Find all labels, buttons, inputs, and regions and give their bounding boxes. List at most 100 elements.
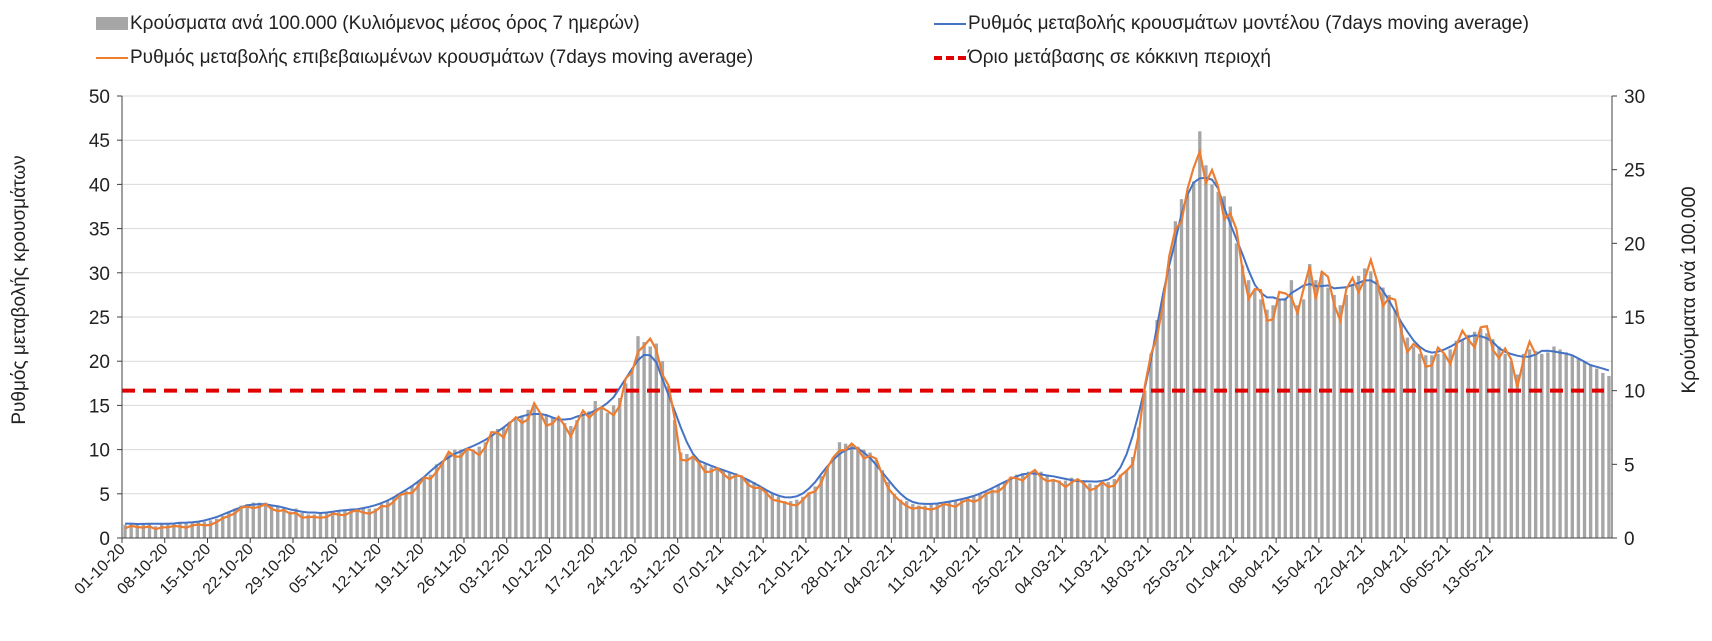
bar: [1356, 275, 1361, 538]
legend-swatch-threshold: [934, 55, 966, 60]
y-tick-label-right: 10: [1624, 382, 1645, 403]
bar: [892, 493, 897, 538]
bar: [1130, 456, 1135, 538]
bar: [703, 464, 707, 538]
bar: [1222, 196, 1226, 539]
bar: [666, 386, 671, 538]
bar: [1424, 355, 1428, 538]
bar: [1515, 374, 1520, 538]
bar: [404, 490, 408, 538]
bar: [1075, 479, 1080, 538]
bar: [862, 449, 866, 538]
y-tick-label-right: 15: [1624, 308, 1645, 329]
bar: [239, 505, 243, 538]
bar-series-cases-per-100k: [123, 131, 1611, 539]
y-axis-left-ticks: 0 5 10 15 20 25 30 35 40 45 50: [89, 87, 122, 550]
bar: [1228, 206, 1233, 538]
bar: [495, 428, 500, 538]
bar: [782, 501, 787, 538]
bar: [337, 511, 341, 538]
bar: [160, 523, 164, 538]
bar: [428, 474, 433, 538]
bar: [532, 405, 536, 538]
bar: [752, 482, 756, 538]
legend-item-bars: Κρούσματα ανά 100.000 (Κυλιόμενος μέσος …: [96, 13, 640, 35]
bar: [1546, 352, 1550, 538]
bar: [654, 343, 659, 538]
bar: [459, 449, 463, 538]
bar: [1576, 358, 1581, 538]
bar: [1533, 350, 1538, 538]
bar: [1399, 324, 1404, 538]
bar: [1326, 287, 1330, 538]
y-tick-label-left: 5: [99, 485, 110, 506]
bar: [996, 484, 1000, 538]
bar: [153, 526, 158, 538]
bar: [300, 512, 304, 538]
bar: [1527, 349, 1532, 538]
bar: [257, 502, 262, 538]
bar: [1100, 482, 1104, 538]
bar: [123, 524, 127, 538]
y-axis-left-title: Ρυθμός μεταβολής κρουσμάτων: [9, 155, 30, 425]
bar: [1332, 294, 1336, 538]
bar: [966, 498, 970, 538]
bar: [679, 452, 683, 538]
bar: [868, 452, 872, 538]
bar: [636, 336, 640, 538]
bar: [1314, 280, 1318, 538]
bar: [1295, 305, 1300, 538]
bar: [556, 420, 561, 538]
bar: [1137, 427, 1141, 538]
bar: [1185, 194, 1190, 539]
bar: [660, 361, 665, 538]
bar: [1601, 372, 1605, 538]
y-tick-label-right: 0: [1624, 529, 1635, 550]
bar: [1387, 294, 1391, 538]
bar: [1411, 346, 1416, 538]
bar: [990, 489, 994, 538]
bar: [807, 492, 811, 538]
bar: [758, 486, 762, 538]
bar: [367, 508, 371, 538]
bar: [276, 505, 280, 538]
bar: [1436, 353, 1440, 538]
bar: [263, 502, 268, 538]
bar: [282, 507, 286, 538]
bar: [129, 523, 133, 538]
bar: [355, 508, 359, 538]
bar: [214, 518, 219, 538]
bar: [190, 521, 194, 538]
bar: [697, 461, 701, 538]
bar: [1350, 284, 1355, 538]
legend-swatch-bars: [96, 17, 128, 31]
bar: [1582, 361, 1587, 538]
bar: [1509, 361, 1513, 538]
bar: [1002, 482, 1007, 538]
bar: [1503, 353, 1507, 538]
bar: [1338, 305, 1342, 538]
bar: [508, 421, 512, 538]
bar: [434, 464, 439, 538]
y-tick-label-left: 25: [89, 308, 110, 329]
bar: [569, 426, 573, 538]
bar: [831, 456, 836, 538]
bar: [947, 501, 952, 538]
bar: [1246, 280, 1251, 538]
bar: [1442, 353, 1446, 538]
bar: [1375, 280, 1379, 538]
bar: [1369, 271, 1373, 538]
bar: [776, 496, 781, 538]
bar: [972, 496, 976, 538]
bar: [599, 408, 604, 538]
legend-item-observed: Ρυθμός μεταβολής επιβεβαιωμένων κρουσμάτ…: [96, 47, 753, 69]
bar: [874, 459, 878, 538]
bar: [471, 449, 475, 538]
legend-label-threshold: Όριο μετάβασης σε κόκκινη περιοχή: [968, 47, 1271, 68]
y-tick-label-left: 30: [89, 264, 110, 285]
bar: [1344, 294, 1349, 538]
bar: [1588, 364, 1593, 538]
y-tick-label-left: 10: [89, 441, 110, 462]
bar: [526, 409, 530, 538]
bar: [1082, 480, 1086, 538]
